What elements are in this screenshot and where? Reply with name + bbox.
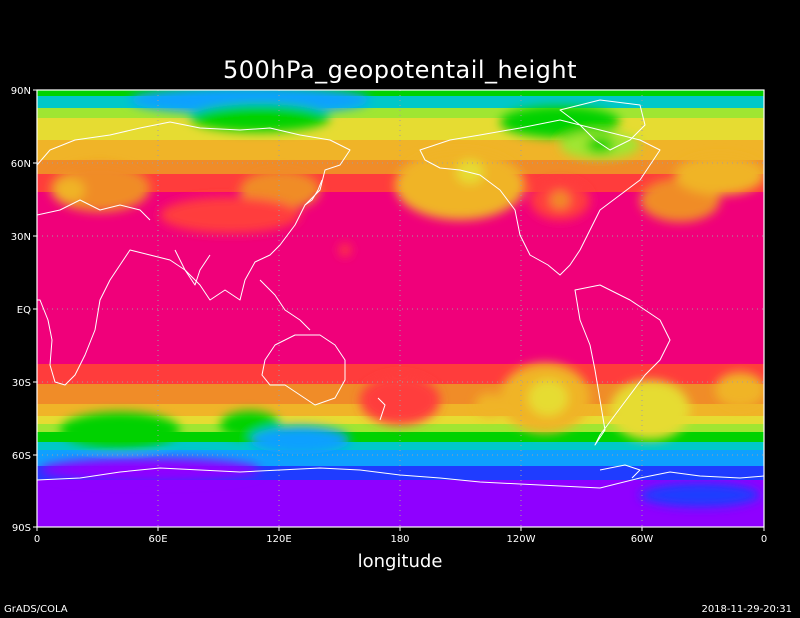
map-title: 500hPa_geopotentail_height bbox=[222, 56, 578, 84]
software-credit: GrADS/COLA bbox=[4, 604, 68, 615]
lat-tick-label: 30N bbox=[11, 232, 31, 243]
lon-tick-label: 120W bbox=[507, 534, 536, 545]
lat-tick-label: EQ bbox=[17, 305, 31, 316]
coastlines bbox=[37, 99, 764, 489]
lon-tick-label: 0 bbox=[761, 534, 767, 545]
lon-tick-label: 60W bbox=[631, 534, 654, 545]
lat-tick-label: 60S bbox=[12, 451, 31, 462]
height-field bbox=[37, 90, 764, 527]
lon-tick-label: 0 bbox=[34, 534, 40, 545]
axis-ticks bbox=[33, 89, 765, 531]
lon-tick-label: 60E bbox=[148, 534, 167, 545]
lat-tick-label: 30S bbox=[12, 378, 31, 389]
lat-tick-label: 60N bbox=[11, 159, 31, 170]
lon-tick-label: 180 bbox=[390, 534, 409, 545]
timestamp: 2018-11-29-20:31 bbox=[701, 604, 792, 615]
x-axis-label: longitude bbox=[357, 551, 443, 572]
lon-tick-label: 120E bbox=[266, 534, 291, 545]
lat-tick-label: 90S bbox=[12, 523, 31, 534]
lat-tick-label: 90N bbox=[11, 86, 31, 97]
